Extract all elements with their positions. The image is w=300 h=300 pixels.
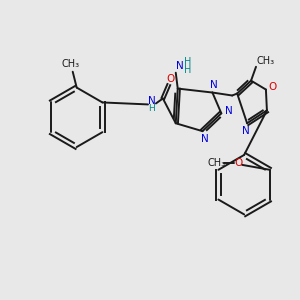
Text: CH₃: CH₃ xyxy=(207,158,225,168)
Text: CH₃: CH₃ xyxy=(257,56,275,66)
Text: O: O xyxy=(167,74,175,84)
Text: O: O xyxy=(269,82,277,92)
Text: N: N xyxy=(242,126,250,136)
Text: N: N xyxy=(225,106,233,116)
Text: N: N xyxy=(201,134,208,144)
Text: O: O xyxy=(234,158,242,168)
Text: H: H xyxy=(184,57,191,67)
Text: H: H xyxy=(184,65,191,75)
Text: N: N xyxy=(176,61,184,71)
Text: N: N xyxy=(148,97,156,106)
Text: CH₃: CH₃ xyxy=(62,59,80,69)
Text: N: N xyxy=(209,80,217,90)
Text: H: H xyxy=(148,104,155,113)
